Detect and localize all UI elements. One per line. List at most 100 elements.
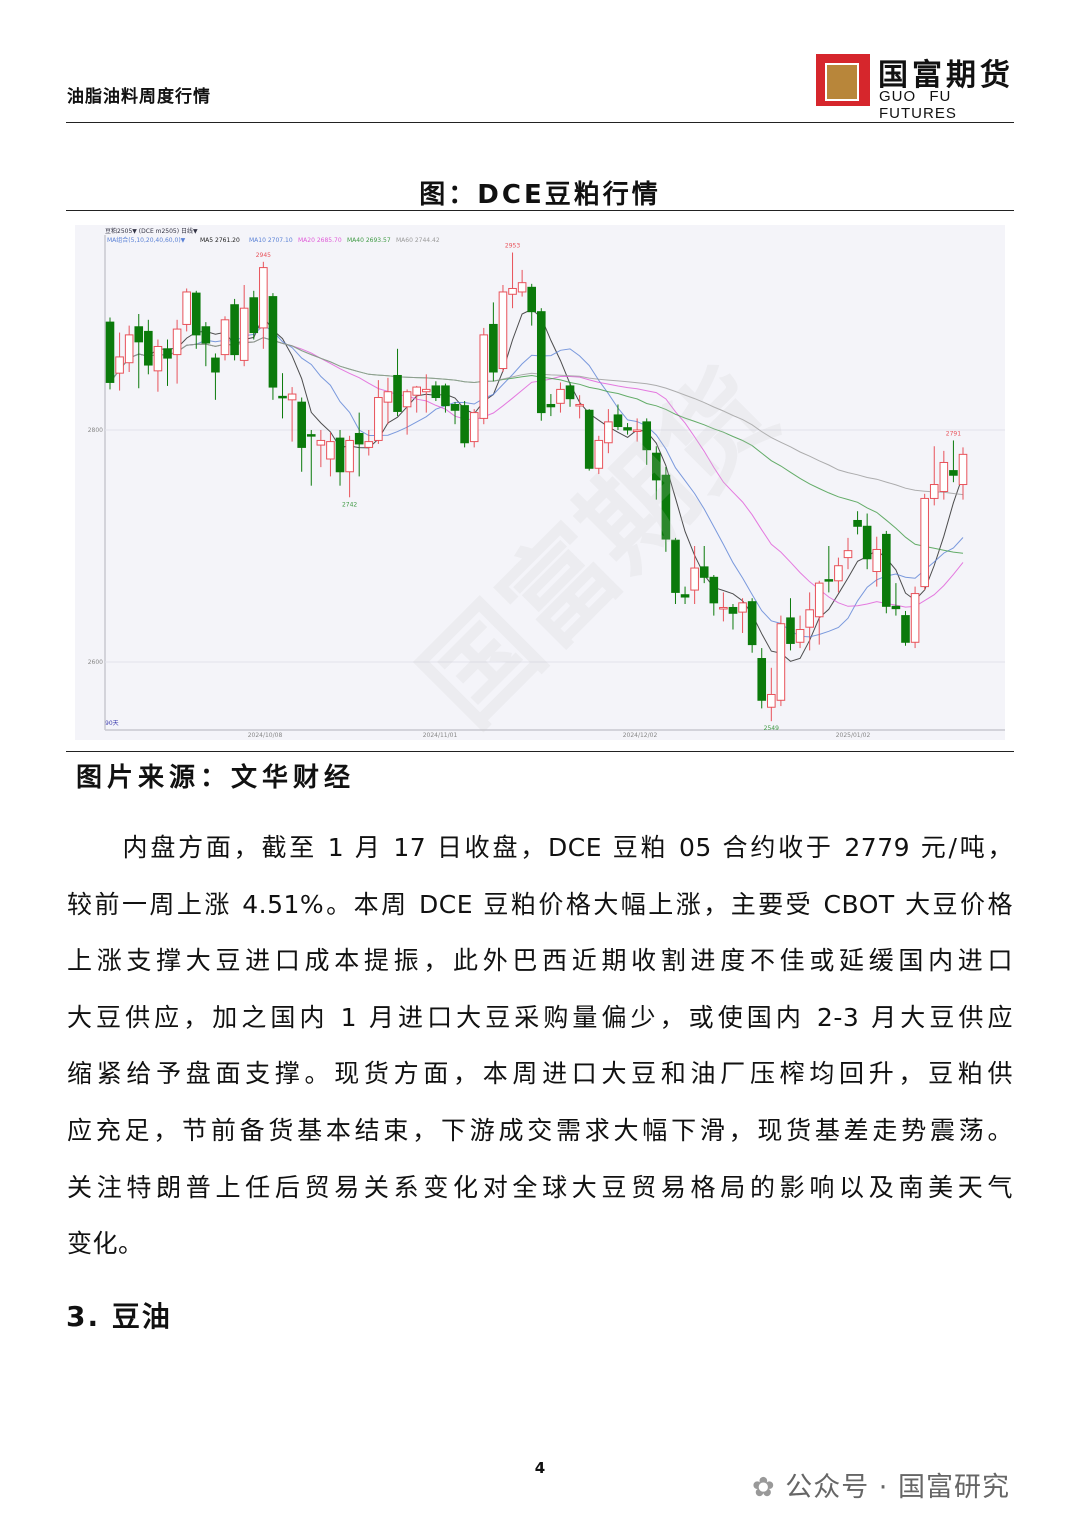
candle: [460, 401, 469, 448]
ma-legend-item: MA5 2761.20: [200, 237, 240, 244]
price-annotation: 2953: [505, 243, 520, 250]
candle: [719, 592, 728, 622]
candle: [834, 557, 843, 593]
ma-legend-item: MA40 2693.57: [347, 237, 391, 244]
candle: [191, 290, 201, 349]
candle-body: [862, 525, 872, 560]
candle: [680, 586, 690, 604]
body-line: 关注特朗普上任后贸易关系变化对全球大豆贸易格局的影响以及南美天气: [67, 1172, 1013, 1202]
candle-body: [747, 601, 757, 646]
candle: [287, 387, 297, 442]
candle: [632, 418, 642, 442]
candle-body: [757, 658, 767, 701]
candle-body: [613, 414, 623, 428]
candle-body: [220, 319, 230, 356]
candle-body: [795, 629, 805, 643]
wechat-footer: ✿ 公众号 · 国富研究: [752, 1465, 1010, 1504]
candle-body: [872, 548, 882, 573]
price-annotation: 2549: [764, 725, 779, 732]
candle: [326, 432, 335, 477]
candle-body: [105, 321, 115, 383]
candle: [354, 412, 364, 477]
candle-body: [786, 617, 795, 644]
candle-body: [431, 385, 441, 399]
candle: [220, 316, 230, 361]
candle-body: [843, 550, 853, 559]
body-line: 上涨支撑大豆进口成本提振，此外巴西近期收割进度不佳或延缓国内进口: [67, 946, 1013, 976]
candle-body: [326, 441, 335, 460]
candle: [402, 389, 412, 435]
candle-body: [249, 297, 259, 334]
candle: [469, 409, 479, 448]
candle-body: [719, 606, 728, 610]
candle: [364, 430, 374, 456]
candle: [134, 314, 144, 389]
candle-body: [949, 470, 958, 476]
candle: [776, 615, 786, 707]
ma-legend-item: MA10 2707.10: [249, 237, 293, 244]
candle-body: [690, 567, 699, 591]
page-number: 4: [534, 1459, 546, 1477]
candle-body: [134, 326, 144, 343]
candle-body: [594, 439, 604, 469]
candle-body: [153, 345, 163, 372]
candle: [153, 339, 163, 392]
candle: [565, 382, 575, 407]
candle: [172, 319, 182, 384]
candle: [115, 332, 124, 391]
candle-body: [910, 593, 920, 643]
candle-body: [652, 452, 661, 481]
candle-body: [958, 453, 968, 486]
figure-title: 图：DCE豆粕行情: [419, 180, 661, 210]
figure-bottom-divider: [66, 751, 1014, 752]
chart-toolbar[interactable]: 豆粕2505▼ (DCE m2505) 日线▼: [105, 227, 198, 235]
candle: [757, 648, 767, 709]
candle-body: [191, 292, 201, 336]
candle: [613, 404, 623, 430]
price-annotation: 2945: [256, 252, 271, 259]
candle-body: [460, 405, 469, 444]
candle: [738, 598, 747, 633]
figure-source: 图片来源：文华财经: [76, 763, 356, 793]
candle: [421, 374, 431, 413]
candle: [278, 373, 287, 419]
candle-body: [421, 388, 431, 393]
candle: [767, 667, 776, 722]
candle: [230, 298, 239, 361]
candle-body: [469, 412, 479, 443]
candle: [958, 447, 968, 500]
candle-body: [354, 432, 364, 445]
candle-body: [882, 533, 891, 607]
candle-body: [728, 606, 738, 614]
body-line: 应充足，节前备货基本结束，下游成交需求大幅下滑，现货基差走势震荡。: [67, 1116, 1013, 1145]
candle: [374, 380, 383, 444]
candle-body: [824, 579, 834, 582]
candle: [728, 604, 738, 630]
body-line: 内盘方面，截至 1 月 17 日收盘，DCE 豆粕 05 合约收于 2779 元…: [67, 833, 1013, 862]
candle-body: [316, 439, 326, 446]
candle: [690, 546, 699, 604]
candle-body: [604, 421, 613, 444]
candle: [891, 583, 901, 616]
candle: [431, 381, 441, 401]
candle: [556, 382, 565, 413]
ma-combo-selector[interactable]: MA组合(5,10,20,40,60,0)▼: [107, 236, 186, 244]
candle-body: [661, 474, 671, 540]
candle-body: [124, 334, 134, 364]
y-tick-label: 2800: [88, 427, 103, 434]
candle-body: [306, 434, 316, 437]
candle: [709, 575, 719, 616]
ma-line-ma10: [109, 324, 964, 638]
candle: [306, 430, 316, 486]
candle: [623, 423, 632, 435]
candle: [383, 377, 393, 425]
candle: [182, 288, 191, 332]
candle: [843, 537, 853, 570]
candle: [211, 353, 220, 400]
x-tick-label: 2024/10/08: [248, 732, 283, 739]
candle-body: [939, 461, 949, 492]
candle: [489, 302, 498, 382]
candle: [795, 615, 805, 649]
candle: [604, 409, 613, 454]
candle-body: [287, 393, 297, 401]
